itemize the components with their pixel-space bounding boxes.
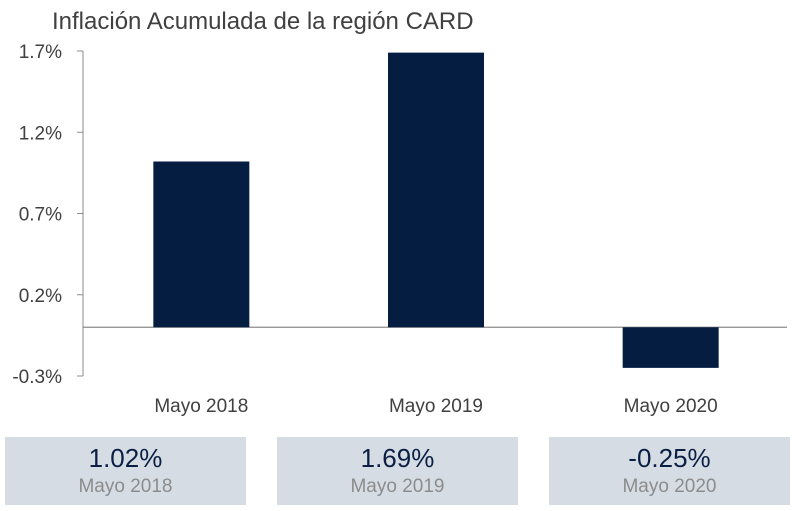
summary-cards: 1.02% Mayo 2018 1.69% Mayo 2019 -0.25% M… [0, 437, 797, 505]
bar-chart: 1.7% 1.2% 0.7% 0.2% -0.3% Mayo 2018 Mayo 2019… [12, 42, 787, 417]
x-axis-labels: Mayo 2018 Mayo 2019 Mayo 2020 [154, 396, 717, 417]
card-value: 1.02% [88, 443, 163, 473]
x-category-label: Mayo 2020 [624, 396, 718, 417]
bar [388, 52, 484, 328]
y-tick-label: 0.7% [19, 205, 62, 226]
bar [153, 161, 250, 328]
x-category-label: Mayo 2019 [389, 396, 483, 417]
y-tick-label: 0.2% [19, 286, 62, 307]
card-label: Mayo 2018 [78, 476, 173, 497]
chart-title: Inflación Acumulada de la región CARD [52, 8, 474, 35]
card-label: Mayo 2020 [622, 476, 717, 497]
y-tick-label: 1.7% [19, 42, 62, 63]
bar [622, 327, 719, 368]
card-value: -0.25% [628, 443, 711, 473]
summary-card-2019: 1.69% Mayo 2019 [277, 437, 518, 505]
x-category-label: Mayo 2018 [154, 396, 248, 417]
bars [153, 52, 719, 368]
y-tick-label: 1.2% [19, 123, 62, 144]
y-tick-label: -0.3% [12, 367, 62, 388]
card-value: 1.69% [360, 443, 435, 473]
summary-card-2018: 1.02% Mayo 2018 [5, 437, 246, 505]
card-label: Mayo 2019 [350, 476, 445, 497]
summary-card-2020: -0.25% Mayo 2020 [549, 437, 790, 505]
